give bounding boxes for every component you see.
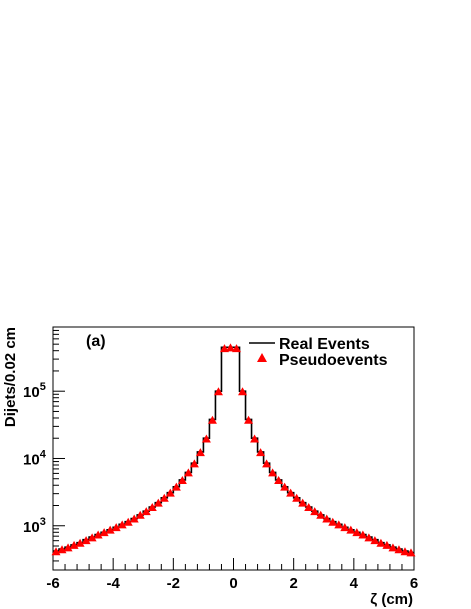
pseudoevents-marker [262, 459, 272, 468]
pseudoevents-marker [304, 502, 314, 511]
pseudoevents-marker [207, 415, 217, 424]
pseudoevents-marker [406, 548, 416, 557]
pseudoevents-marker [400, 547, 410, 556]
pseudoevents-marker [201, 434, 211, 443]
pseudoevents-marker [286, 488, 296, 497]
y-axis-ticks [53, 326, 65, 562]
pseudoevents-marker [250, 434, 260, 443]
pseudoevents-marker [165, 488, 175, 497]
pseudoevents-marker [352, 528, 362, 537]
pseudoevents-marker [117, 520, 127, 529]
panel-label: (a) [86, 333, 106, 350]
pseudoevents-marker [310, 507, 320, 516]
x-tick-label: -2 [167, 575, 180, 592]
pseudoevents-marker [111, 523, 121, 532]
legend-label-pseudoevents: Pseudoevents [279, 352, 388, 369]
pseudoevents-marker [87, 533, 97, 542]
pseudoevents-marker [81, 536, 91, 545]
y-tick-label: 103 [23, 516, 46, 536]
y-tick-label: 104 [23, 448, 47, 468]
pseudoevents-marker [153, 498, 163, 507]
pseudoevents-marker [51, 547, 61, 556]
pseudoevents-marker [328, 517, 338, 526]
pseudoevents-marker [256, 448, 266, 457]
pseudoevents-marker [370, 536, 380, 545]
pseudoevents-marker [159, 493, 169, 502]
pseudoevents-marker [195, 448, 205, 457]
pseudoevents-marker [280, 482, 290, 491]
legend: Real Events Pseudoevents [249, 336, 388, 369]
y-tick-label: 105 [23, 381, 46, 401]
x-tick-label: 4 [350, 575, 359, 592]
pseudoevents-marker [340, 523, 350, 532]
pseudoevents-marker [238, 387, 248, 396]
pseudoevents-marker [69, 540, 79, 549]
pseudoevents-marker [292, 493, 302, 502]
x-tick-label: -6 [46, 575, 59, 592]
pseudoevents-marker [268, 468, 278, 477]
pseudoevents-marker [183, 468, 193, 477]
pseudoevents-marker [189, 459, 199, 468]
y-axis-title: Dijets/0.02 cm [2, 327, 19, 427]
real-events-step-line [53, 346, 414, 554]
pseudoevents-marker [298, 498, 308, 507]
pseudoevents-marker [244, 415, 254, 424]
pseudoevents-marker [75, 538, 85, 547]
x-tick-label: 2 [289, 575, 297, 592]
pseudoevents-marker [322, 514, 332, 523]
pseudoevents-marker [63, 543, 73, 552]
pseudoevents-marker [376, 538, 386, 547]
x-axis-ticks [52, 558, 415, 570]
pseudoevents-marker [123, 517, 133, 526]
pseudoevents-marker [232, 344, 242, 353]
x-tick-label: 6 [410, 575, 418, 592]
pseudoevents-marker [334, 520, 344, 529]
x-tick-label: 0 [229, 575, 237, 592]
pseudoevents-marker [225, 343, 235, 352]
legend-label-real-events: Real Events [279, 336, 370, 353]
y-axis-tick-labels: 103 104 105 [23, 381, 47, 536]
pseudoevents-marker [147, 502, 157, 511]
legend-marker-pseudoevents [257, 353, 267, 362]
x-axis-title: ζ (cm) [370, 591, 413, 608]
pseudoevents-marker [141, 507, 151, 516]
pseudoevents-marker [364, 533, 374, 542]
pseudoevents-marker [171, 482, 181, 491]
pseudoevents-marker [394, 545, 404, 554]
pseudoevents-marker [135, 510, 145, 519]
pseudoevents-marker [177, 476, 187, 485]
x-tick-label: -4 [106, 575, 120, 592]
pseudoevents-marker [213, 387, 223, 396]
pseudoevents-marker [99, 528, 109, 537]
pseudoevents-marker [274, 476, 284, 485]
pseudoevents-marker [105, 525, 115, 534]
pseudoevents-marker [93, 530, 103, 539]
pseudoevents-marker [382, 540, 392, 549]
pseudoevents-marker [316, 510, 326, 519]
pseudoevents-marker [388, 543, 398, 552]
pseudoevents-marker [129, 514, 139, 523]
pseudoevents-marker [358, 530, 368, 539]
pseudoevents-marker [346, 525, 356, 534]
pseudoevents-marker [219, 344, 229, 353]
x-axis-tick-labels: -6 -4 -2 0 2 4 6 [46, 575, 418, 592]
series-layer [51, 343, 416, 557]
